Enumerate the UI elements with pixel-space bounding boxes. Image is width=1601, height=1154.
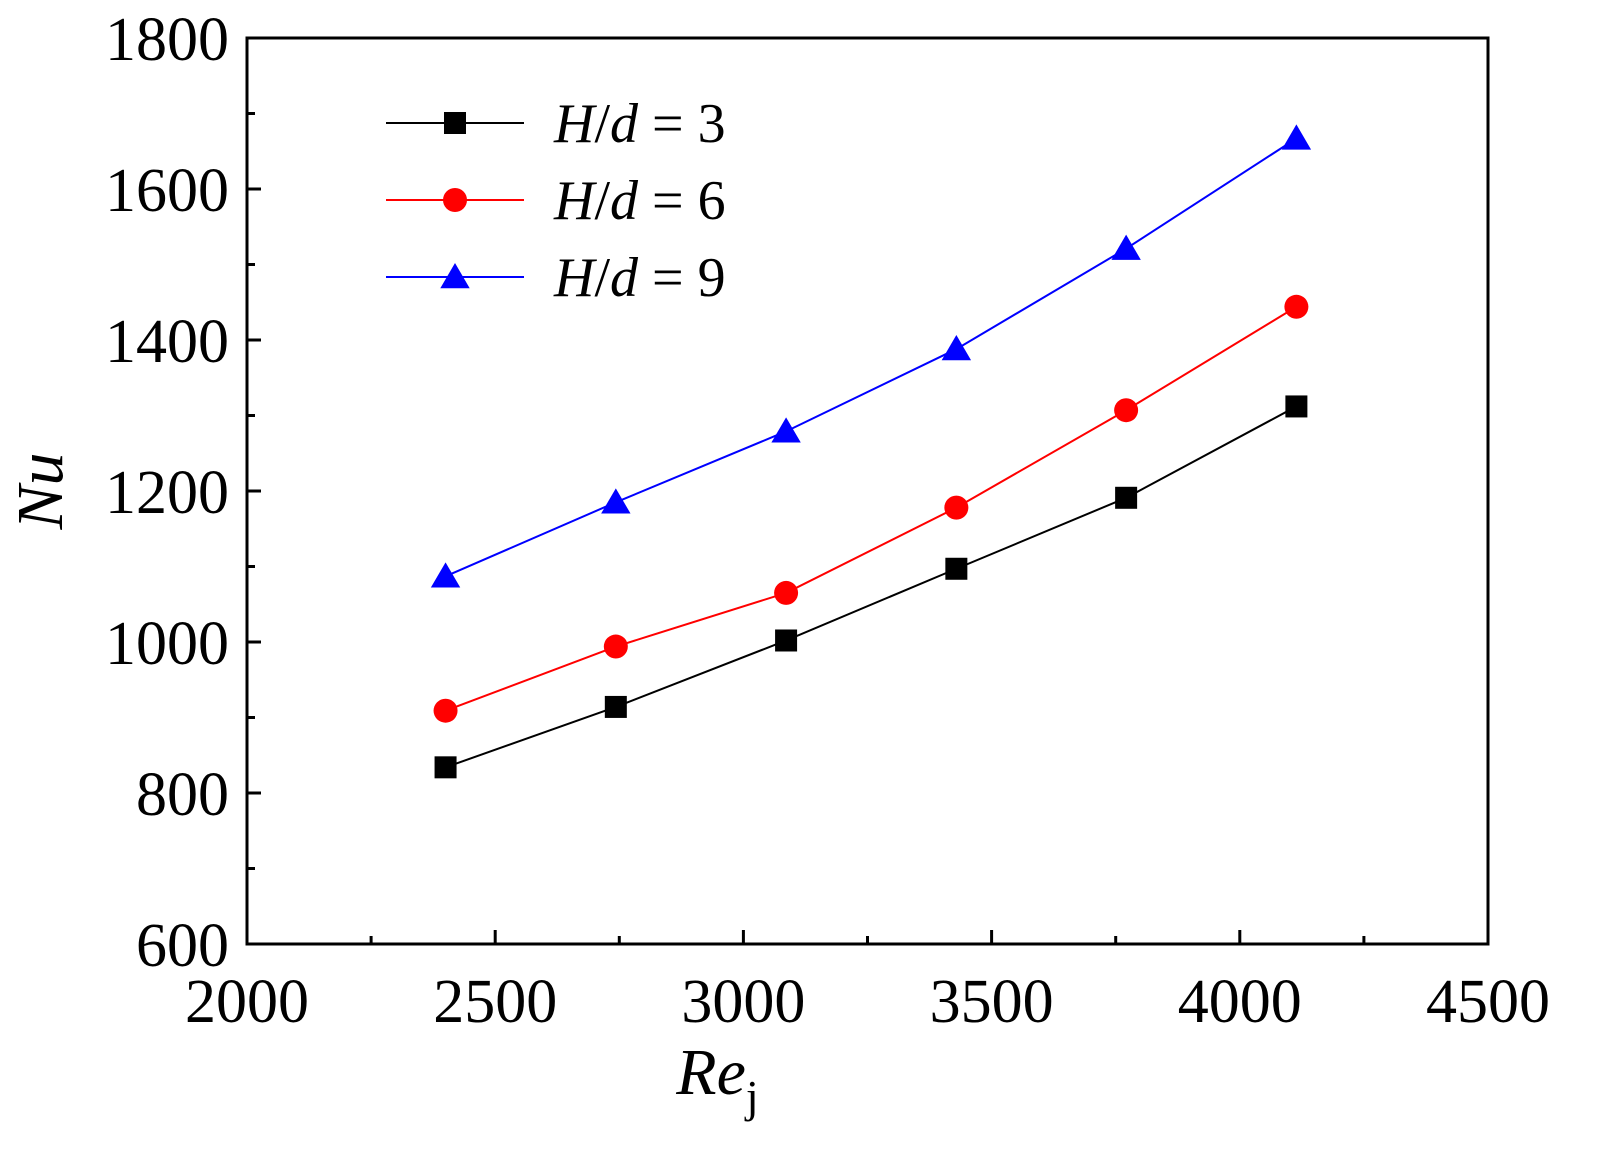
legend-label-part: / [594,93,610,155]
y-tick-label: 1800 [105,6,229,74]
legend-marker [444,112,466,134]
x-axis-title-subscript: j [744,1071,759,1122]
legend-label-part: H [553,247,597,309]
legend-label: H/d = 6 [553,170,726,232]
x-tick-label: 4500 [1426,968,1550,1036]
legend-entry: H/d = 9 [386,247,726,309]
data-point [1285,395,1308,418]
series-3 [430,124,1312,588]
x-axis-title-main: Re [675,1036,746,1109]
legend-label-part: H [553,93,597,155]
legend-marker [443,188,467,212]
data-point [1284,294,1309,319]
legend-marker [440,263,470,289]
data-point [945,557,968,580]
y-tick-label: 1000 [105,610,229,678]
x-tick-label: 4000 [1178,968,1302,1036]
data-point [434,756,457,779]
x-tick-label: 3500 [930,968,1054,1036]
y-tick-label: 1200 [105,459,229,527]
data-point [1111,234,1141,260]
y-axis-title: Nu [4,452,77,530]
axes-layer [245,36,1490,946]
data-point [1281,124,1312,150]
data-point [774,580,799,605]
series-line [445,137,1297,578]
legend-label-part: H [553,170,597,232]
data-point [433,698,458,723]
legend-label: H/d = 3 [553,93,726,155]
series-2 [433,294,1309,723]
legend-label-part: d [610,247,639,309]
data-point [944,495,969,520]
y-tick-label: 1600 [105,157,229,225]
data-point [775,629,798,652]
legend-label-part: = 6 [638,170,726,232]
legend-entry: H/d = 3 [386,93,726,155]
x-tick-label: 2500 [433,968,557,1036]
data-point [601,488,631,514]
y-tick-label: 1400 [105,308,229,376]
series-1 [434,395,1308,779]
x-tick-label: 3000 [681,968,805,1036]
data-point [941,335,972,361]
legend-label-part: / [594,170,610,232]
series-layer [430,124,1312,779]
legend-label: H/d = 9 [553,247,726,309]
legend-label-part: d [610,93,639,155]
data-point [771,417,801,443]
legend-entry: H/d = 6 [386,170,726,232]
x-axis-title: Rej [675,1036,758,1122]
y-tick-label: 800 [136,761,229,829]
series-line [445,305,1297,712]
data-point [603,634,628,659]
legend-label-part: = 3 [638,93,726,155]
legend: H/d = 3H/d = 6H/d = 9 [386,93,726,309]
data-point [1115,486,1138,509]
legend-label-part: = 9 [638,247,726,309]
data-point [1114,398,1139,423]
tick-labels: 2000 2500 3000 3500 4000 4500 600 800 1000 1200 14… [105,6,1550,1036]
data-point [604,695,627,718]
y-tick-label: 600 [136,912,229,980]
series-line [445,405,1297,769]
legend-label-part: d [610,170,639,232]
x-tick-label: 2000 [185,968,309,1036]
plot-frame [245,36,1490,946]
legend-label-part: / [594,247,610,309]
data-point [430,562,461,588]
